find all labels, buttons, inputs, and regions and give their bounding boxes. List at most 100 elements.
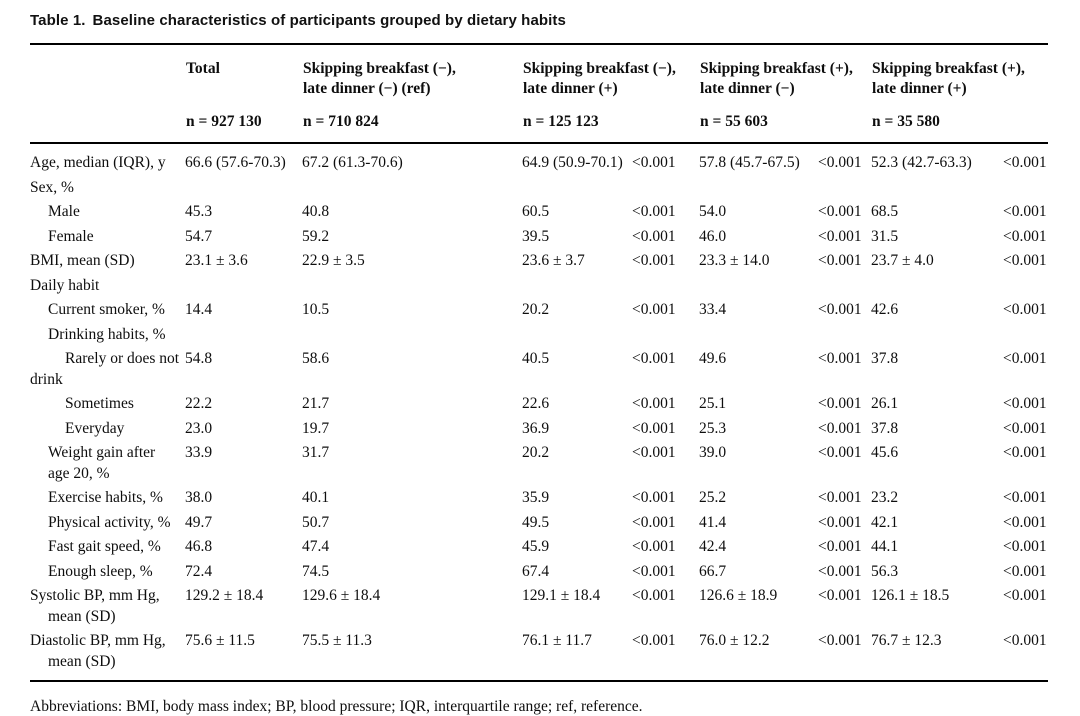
p-value-cell: <0.001 — [818, 301, 862, 318]
value-cell: 72.4 — [185, 562, 213, 580]
row-label-line: mean (SD) — [48, 652, 116, 670]
p-value-cell: <0.001 — [632, 632, 676, 649]
value-cell: 49.7 — [185, 513, 213, 531]
p-value-cell: <0.001 — [1003, 154, 1047, 171]
header-group3-line2: late dinner (−) — [700, 80, 795, 97]
column-header-row: Total Skipping breakfast (−), late dinne… — [30, 44, 1048, 100]
table-row: Sex, % — [30, 176, 1048, 201]
p-value-cell: <0.001 — [1003, 419, 1047, 437]
row-label-line: Enough sleep, % — [48, 562, 153, 580]
p-value-cell: <0.001 — [632, 562, 676, 580]
value-cell: 58.6 — [302, 350, 330, 367]
value-cell: 41.4 — [699, 513, 727, 531]
row-label-line: age 20, % — [48, 464, 110, 482]
value-cell: 56.3 — [871, 562, 899, 580]
row-label: Systolic BP, mm Hg, mean (SD) — [30, 584, 185, 629]
value-cell: 54.0 — [699, 203, 727, 220]
n-group2: n = 125 123 — [522, 100, 700, 144]
row-label: Daily habit — [30, 274, 185, 299]
p-value-cell: <0.001 — [818, 444, 862, 461]
p-value-cell: <0.001 — [632, 513, 676, 531]
header-group3-line1: Skipping breakfast (+), — [700, 60, 853, 77]
p-value-cell: <0.001 — [632, 227, 676, 245]
value-cell — [522, 323, 632, 348]
p-value-cell: <0.001 — [1003, 350, 1047, 367]
p-value-cell: <0.001 — [632, 419, 676, 437]
value-cell — [302, 323, 522, 348]
p-value-cell: <0.001 — [1003, 203, 1047, 220]
value-cell: 76.7 ± 12.3 — [871, 632, 942, 649]
table-row: Everyday 23.0 19.7 36.9 <0.001 25.3 <0.001 37.8… — [30, 417, 1048, 442]
value-cell: 76.0 ± 12.2 — [699, 632, 770, 649]
value-cell — [871, 323, 1003, 348]
value-cell: 21.7 — [302, 395, 330, 412]
table-row: Female 54.7 59.2 39.5 <0.001 46.0 <0.001 31.5 <0… — [30, 225, 1048, 250]
p-value-cell: <0.001 — [1003, 513, 1047, 531]
value-cell: 25.3 — [699, 419, 727, 437]
row-label: Fast gait speed, % — [30, 535, 185, 560]
value-cell: 25.1 — [699, 395, 727, 412]
row-label: Physical activity, % — [30, 511, 185, 536]
table-row: Sometimes 22.2 21.7 22.6 <0.001 25.1 <0.001 26.… — [30, 392, 1048, 417]
p-value-cell: <0.001 — [818, 395, 862, 412]
value-cell: 35.9 — [522, 489, 550, 506]
header-group3: Skipping breakfast (+), late dinner (−) — [699, 44, 871, 100]
header-total-line1: Total — [186, 60, 220, 77]
row-label: Female — [30, 225, 185, 250]
row-label-line: BMI, mean (SD) — [30, 252, 135, 269]
value-cell: 36.9 — [522, 419, 550, 437]
row-label-line: drink — [30, 370, 63, 388]
p-value-cell: <0.001 — [1003, 538, 1047, 555]
table-row: Male 45.3 40.8 60.5 <0.001 54.0 <0.001 68.5 <0.0… — [30, 200, 1048, 225]
p-value-cell — [818, 176, 871, 201]
header-group4-line1: Skipping breakfast (+), — [872, 60, 1025, 77]
value-cell: 37.8 — [871, 350, 899, 367]
value-cell — [522, 274, 632, 299]
table-row: Weight gain after age 20, % 33.9 31.7 20.2 <0… — [30, 441, 1048, 486]
value-cell — [699, 274, 818, 299]
row-label: Rarely or does not drink — [30, 347, 185, 392]
n-ref-group: n = 710 824 — [302, 100, 522, 144]
value-cell: 26.1 — [871, 395, 899, 412]
table-row: Rarely or does not drink 54.8 58.6 40.5 <0.00… — [30, 347, 1048, 392]
row-label: Age, median (IQR), y — [30, 143, 185, 176]
p-value-cell: <0.001 — [818, 489, 862, 506]
value-cell: 47.4 — [302, 538, 330, 555]
p-value-cell — [632, 274, 699, 299]
p-value-cell — [1003, 274, 1048, 299]
table-row: Daily habit — [30, 274, 1048, 299]
value-cell: 46.0 — [699, 227, 727, 245]
p-value-cell: <0.001 — [1003, 227, 1047, 245]
value-cell: 75.6 ± 11.5 — [185, 632, 255, 649]
value-cell: 126.1 ± 18.5 — [871, 587, 950, 604]
value-cell: 49.5 — [522, 513, 550, 531]
p-value-cell — [818, 274, 871, 299]
table-row: BMI, mean (SD) 23.1 ± 3.6 22.9 ± 3.5 23.6 ±… — [30, 249, 1048, 274]
header-group2-line2: late dinner (+) — [523, 80, 618, 97]
row-label: Enough sleep, % — [30, 560, 185, 585]
table-row: Exercise habits, % 38.0 40.1 35.9 <0.001 25.2… — [30, 486, 1048, 511]
value-cell: 33.4 — [699, 301, 727, 318]
table-row: Systolic BP, mm Hg, mean (SD) 129.2 ± 18.4… — [30, 584, 1048, 629]
p-value-cell — [1003, 323, 1048, 348]
header-group2: Skipping breakfast (−), late dinner (+) — [522, 44, 699, 100]
row-label-line: Current smoker, % — [48, 301, 165, 318]
header-empty-cell — [30, 44, 185, 100]
value-cell: 46.8 — [185, 538, 213, 555]
value-cell: 45.6 — [871, 444, 899, 461]
p-value-cell: <0.001 — [1003, 252, 1047, 269]
row-label-line: Systolic BP, mm Hg, — [30, 587, 160, 604]
p-value-cell: <0.001 — [632, 203, 676, 220]
row-label: Sometimes — [30, 392, 185, 417]
header-group4: Skipping breakfast (+), late dinner (+) — [871, 44, 1048, 100]
value-cell: 40.1 — [302, 489, 330, 506]
value-cell: 22.2 — [185, 395, 213, 412]
table-row: Fast gait speed, % 46.8 47.4 45.9 <0.001 42.4… — [30, 535, 1048, 560]
value-cell: 38.0 — [185, 489, 213, 506]
value-cell: 50.7 — [302, 513, 330, 531]
row-label: BMI, mean (SD) — [30, 249, 185, 274]
value-cell — [302, 274, 522, 299]
p-value-cell — [632, 323, 699, 348]
row-label-line: Rarely or does not — [65, 350, 180, 367]
value-cell: 39.5 — [522, 227, 550, 245]
